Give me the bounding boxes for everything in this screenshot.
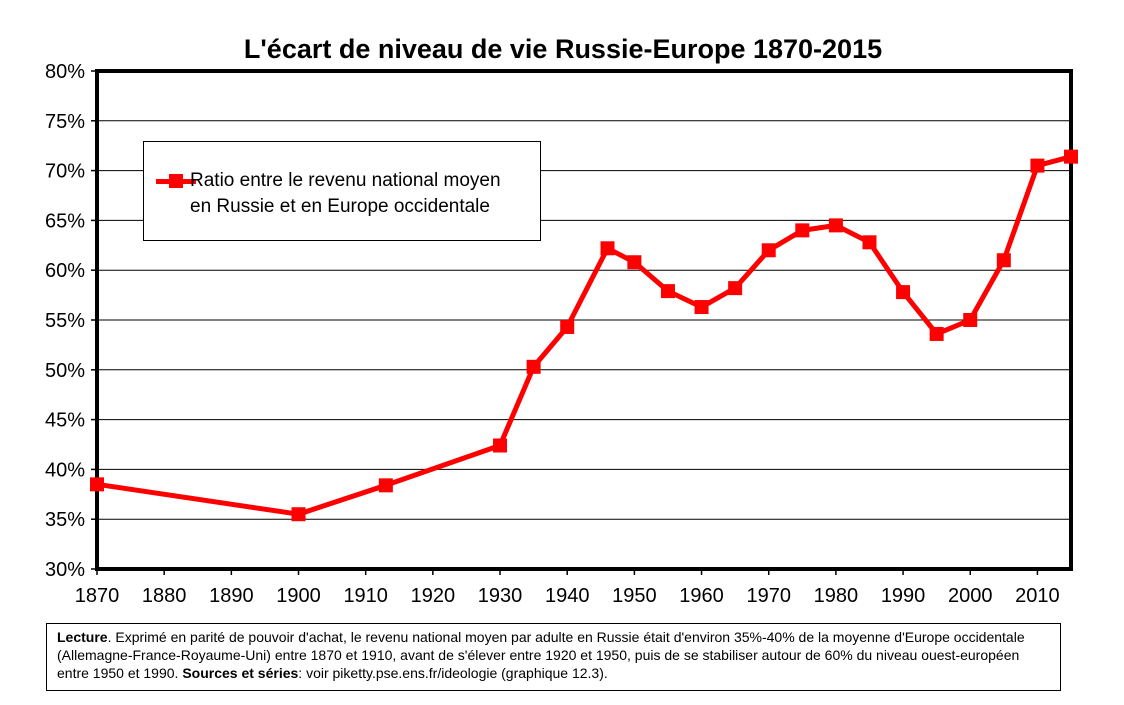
data-point	[378, 478, 393, 493]
data-point	[560, 319, 575, 334]
data-point	[963, 313, 978, 327]
data-point	[694, 300, 709, 315]
x-tick-label: 1870	[75, 585, 120, 607]
x-tick-label: 1950	[612, 585, 657, 607]
y-tick-label: 40%	[45, 459, 85, 481]
y-tick-label: 80%	[45, 61, 85, 83]
data-point	[761, 243, 776, 258]
y-tick-label: 55%	[45, 310, 85, 332]
legend-label: Ratio entre le revenu national moyen en …	[190, 170, 501, 217]
data-point	[493, 438, 508, 453]
data-point	[600, 241, 615, 256]
legend-marker-swatch	[169, 174, 183, 188]
y-tick-label: 30%	[45, 559, 85, 581]
x-tick-label: 1960	[679, 585, 724, 607]
x-tick-label: 2000	[948, 585, 993, 607]
x-tick-label: 1940	[545, 585, 590, 607]
data-point	[1030, 158, 1045, 173]
data-point	[996, 253, 1011, 268]
reading-note: Lecture. Exprimé en parité de pouvoir d'…	[46, 623, 1061, 691]
data-point	[862, 235, 877, 250]
legend: Ratio entre le revenu national moyen en …	[143, 141, 541, 241]
chart-title: L'écart de niveau de vie Russie-Europe 1…	[244, 34, 882, 64]
data-point	[526, 359, 541, 374]
data-point	[728, 281, 743, 296]
x-tick-label: 1880	[142, 585, 187, 607]
data-point	[291, 507, 306, 522]
data-point	[896, 285, 911, 300]
lecture-text: . Exprimé en parité de pouvoir d'achat, …	[57, 629, 1025, 681]
y-tick-label: 75%	[45, 111, 85, 133]
lecture-label: Lecture	[57, 629, 108, 645]
x-tick-label: 1980	[814, 585, 859, 607]
x-tick-label: 1910	[343, 585, 388, 607]
y-tick-label: 50%	[45, 360, 85, 382]
y-tick-label: 70%	[45, 161, 85, 183]
data-point	[1064, 149, 1078, 164]
sources-text: : voir piketty.pse.ens.fr/ideologie (gra…	[298, 665, 608, 681]
x-axis-ticks: 1870 1880 1890 1900 1910 1920 1930 1940 1950 1960…	[75, 569, 1060, 607]
data-point	[929, 326, 944, 341]
y-tick-label: 60%	[45, 260, 85, 282]
x-tick-label: 1990	[881, 585, 926, 607]
data-point	[795, 223, 810, 238]
plot-frame	[95, 69, 1073, 571]
sources-label: Sources et séries	[182, 665, 299, 681]
data-point	[660, 284, 675, 299]
y-tick-label: 45%	[45, 410, 85, 432]
series-layer	[90, 149, 1078, 522]
data-point	[828, 218, 843, 233]
data-point	[627, 255, 642, 270]
y-axis-ticks: 30% 35% 40% 45% 50% 55% 60% 65% 70% 75% 80%	[45, 61, 97, 581]
y-tick-label: 65%	[45, 210, 85, 232]
data-point	[90, 477, 104, 492]
y-tick-label: 35%	[45, 509, 85, 531]
x-tick-label: 1970	[746, 585, 791, 607]
x-tick-label: 1920	[411, 585, 456, 607]
x-tick-label: 1890	[209, 585, 254, 607]
x-tick-label: 1900	[276, 585, 321, 607]
x-tick-label: 1930	[478, 585, 523, 607]
x-tick-label: 2010	[1015, 585, 1060, 607]
